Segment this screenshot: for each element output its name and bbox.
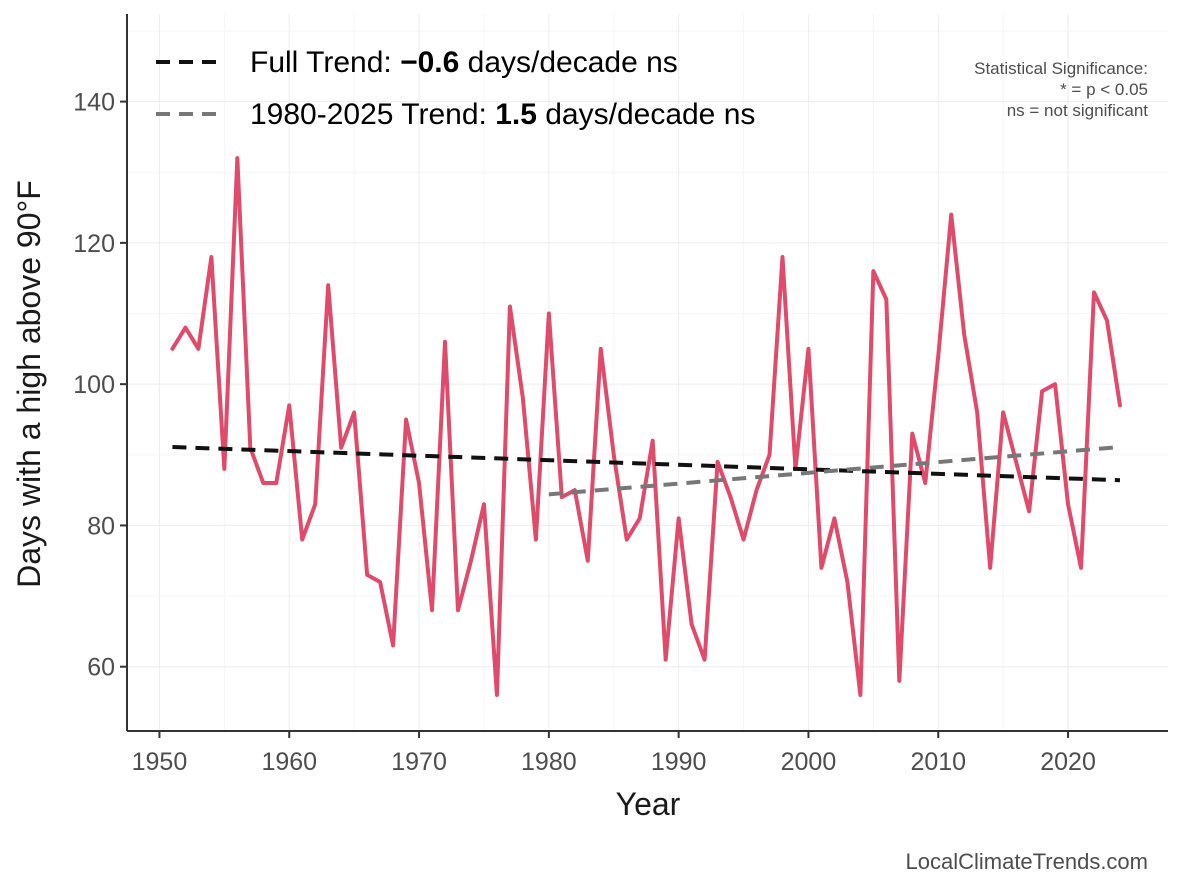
grid-lines <box>127 14 1168 731</box>
x-tick-label: 1990 <box>651 748 707 776</box>
x-tick-label: 1980 <box>521 748 577 776</box>
x-tick-label: 1960 <box>261 748 317 776</box>
credit-text: LocalClimateTrends.com <box>906 849 1149 874</box>
significance-title: Statistical Significance: <box>974 59 1148 78</box>
y-tick-label: 60 <box>87 654 115 682</box>
x-tick-label: 1970 <box>391 748 447 776</box>
significance-p-value: * = p < 0.05 <box>1060 80 1148 99</box>
legend-value-full-trend: −0.6 <box>400 46 459 79</box>
legend: Full Trend: −0.6 days/decade ns 1980-202… <box>156 46 755 131</box>
trend-line-1980 <box>548 445 1121 497</box>
y-tick-label: 120 <box>73 230 115 258</box>
x-tick-label: 2010 <box>910 748 966 776</box>
legend-suffix-full-trend: days/decade ns <box>459 46 677 79</box>
x-tick-label: 1950 <box>132 748 188 776</box>
significance-ns: ns = not significant <box>1007 101 1149 120</box>
series-line-main <box>170 156 1122 697</box>
tick-labels: 60 80 100 120 140 1950 1960 1970 1980 1990 2000 201… <box>73 89 1096 776</box>
x-tick-label: 2020 <box>1040 748 1096 776</box>
legend-value-1980-trend: 1.5 <box>495 98 537 131</box>
legend-suffix-1980-trend: days/decade ns <box>537 98 755 131</box>
legend-label-1980-trend: 1980-2025 Trend: 1.5 days/decade ns <box>250 98 755 131</box>
y-axis-title: Days with a high above 90°F <box>11 180 47 588</box>
legend-prefix-full-trend: Full Trend: <box>250 46 400 79</box>
x-tick-label: 2000 <box>781 748 837 776</box>
series-layer <box>170 156 1122 697</box>
legend-prefix-1980-trend: 1980-2025 Trend: <box>250 98 495 131</box>
axes <box>126 14 1168 732</box>
y-tick-label: 140 <box>73 89 115 117</box>
trend-line-full <box>172 445 1121 483</box>
x-axis-title: Year <box>616 786 681 822</box>
y-tick-label: 100 <box>73 371 115 399</box>
y-tick-label: 80 <box>87 512 115 540</box>
legend-label-full-trend: Full Trend: −0.6 days/decade ns <box>250 46 678 79</box>
significance-note: Statistical Significance: * = p < 0.05 n… <box>974 59 1148 120</box>
